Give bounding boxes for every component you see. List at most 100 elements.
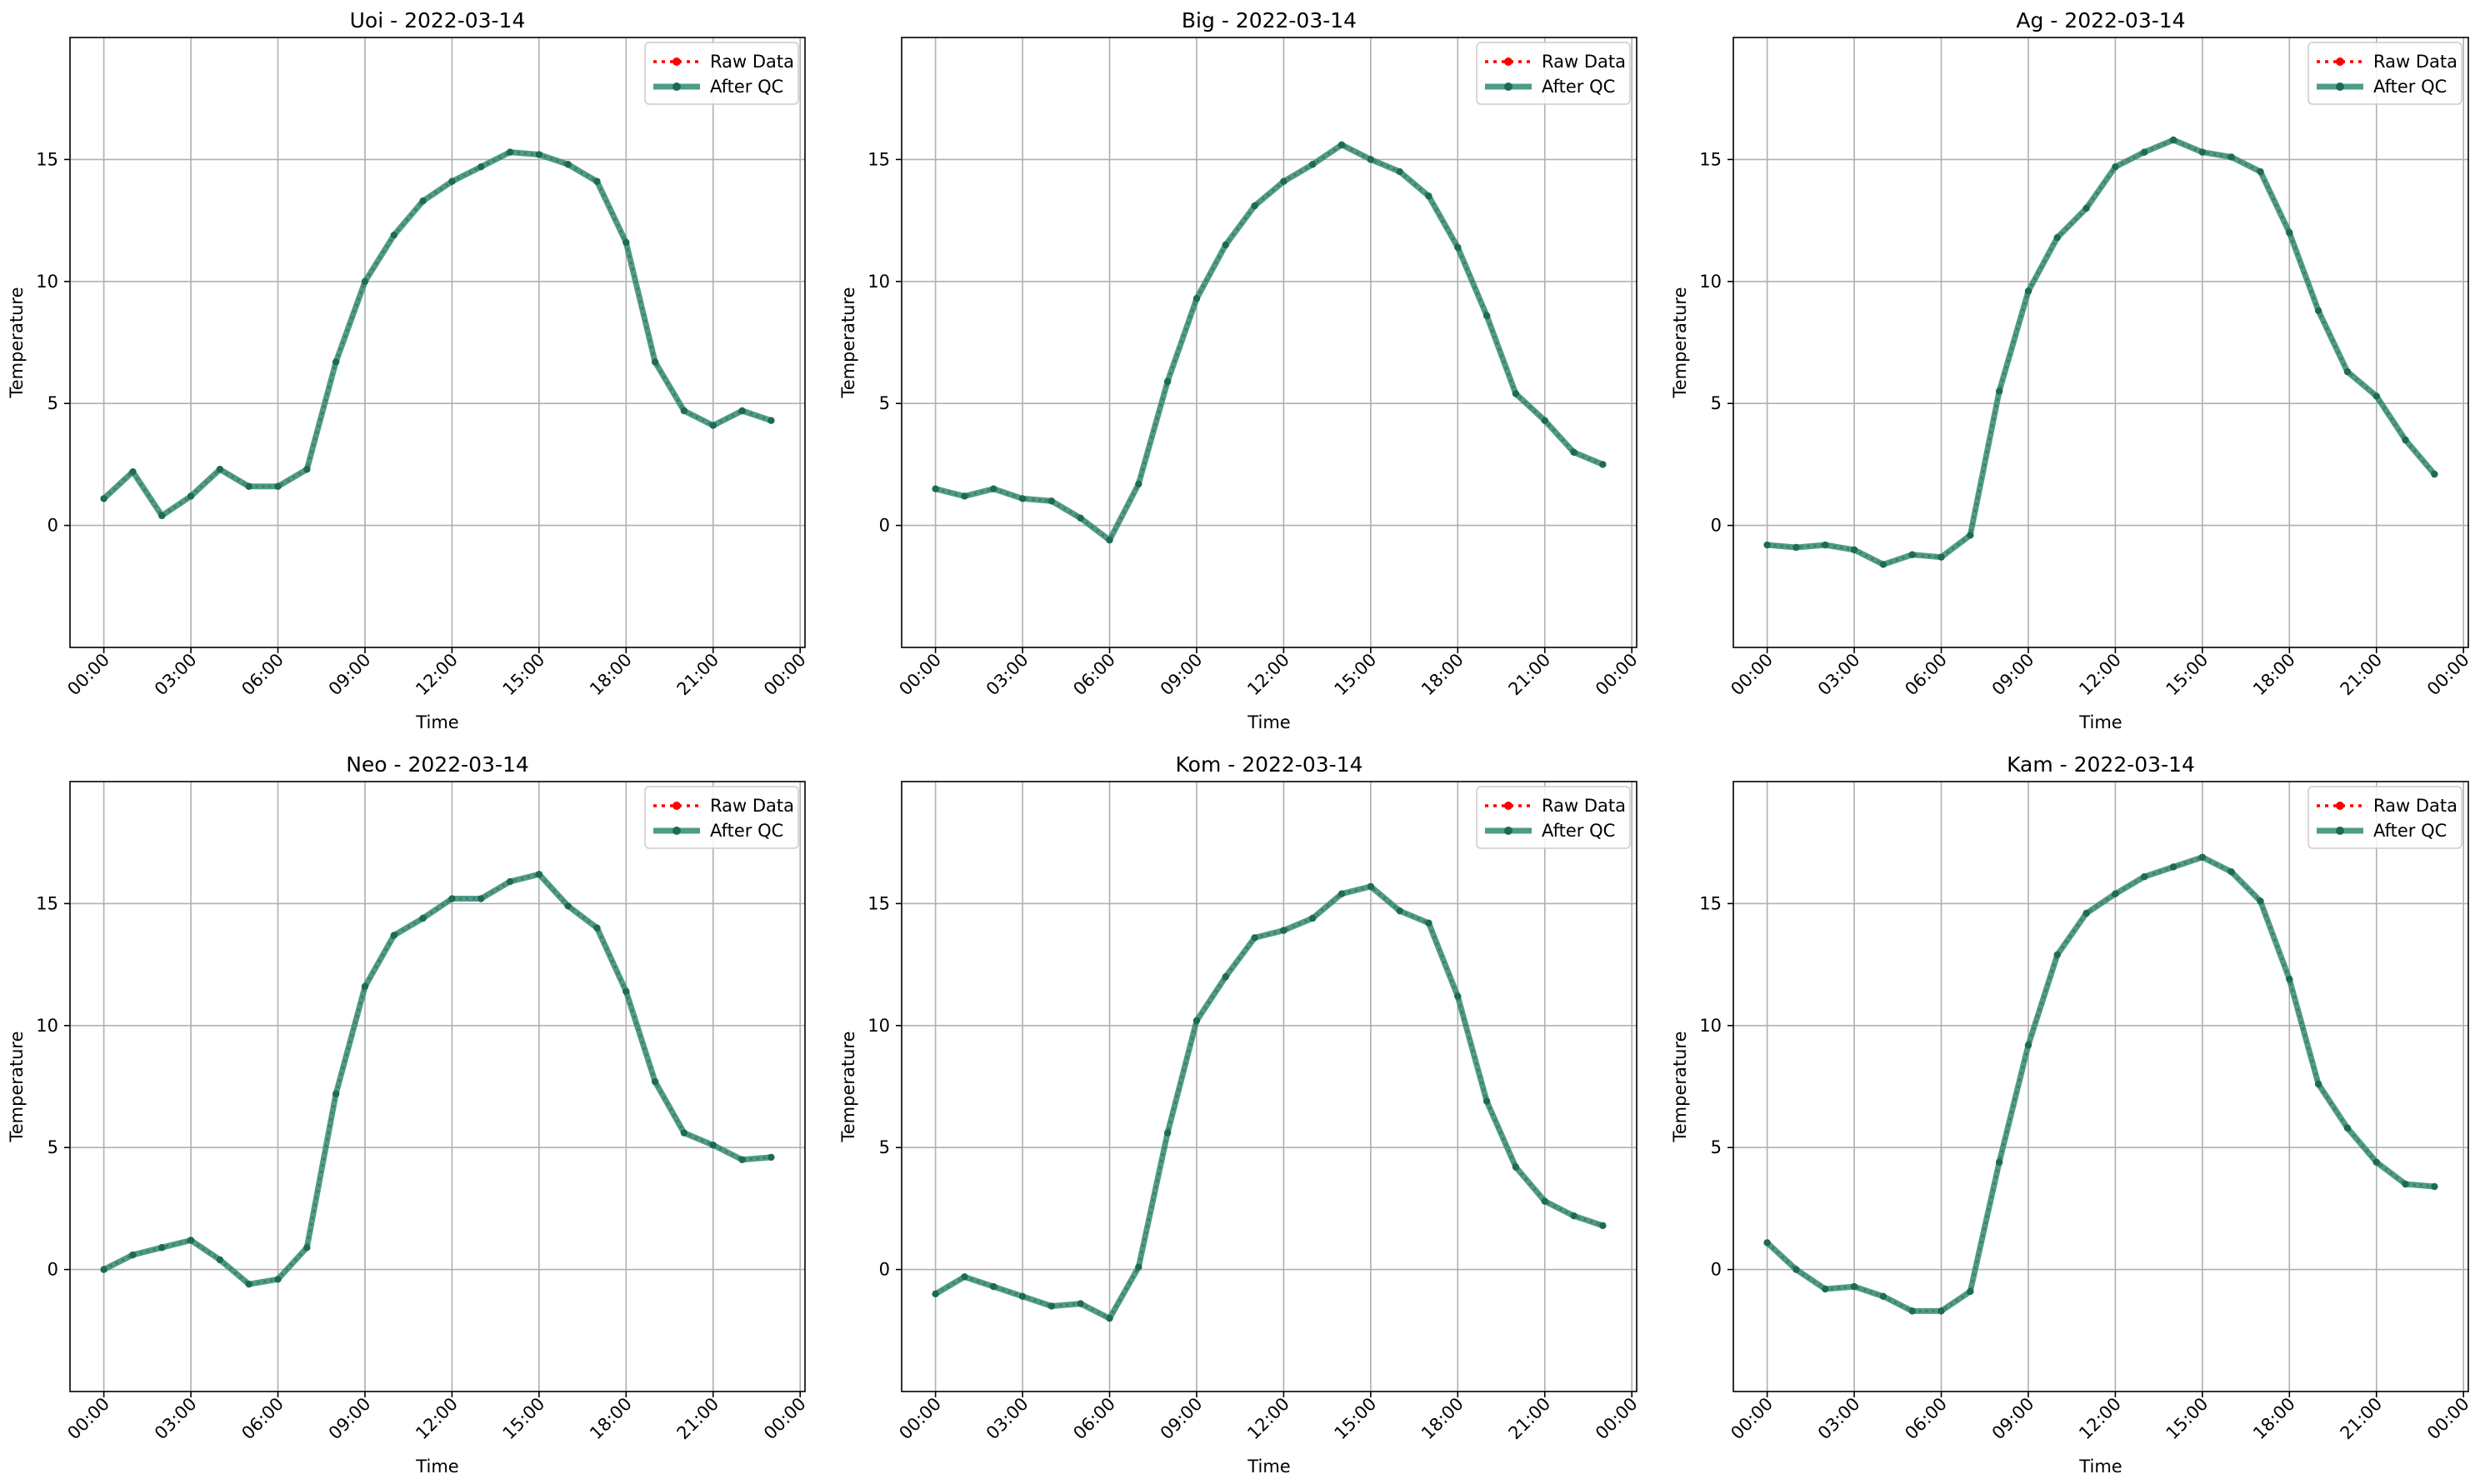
y-tick-label: 10 (36, 272, 58, 292)
legend-marker-raw-data (2336, 57, 2344, 66)
data-point-after-qc (1163, 1129, 1172, 1137)
subplot-title: Neo - 2022-03-14 (346, 752, 529, 777)
y-tick-label: 15 (868, 893, 890, 913)
data-point-after-qc (245, 482, 252, 490)
data-point-after-qc (961, 492, 968, 500)
data-point-after-qc (1822, 541, 1829, 549)
data-point-after-qc (216, 1256, 224, 1264)
data-point-after-qc (1763, 541, 1771, 549)
subplot-title: Big - 2022-03-14 (1182, 8, 1357, 32)
data-point-after-qc (2053, 951, 2061, 959)
y-axis-label: Temperature (1670, 287, 1690, 398)
data-point-after-qc (1454, 243, 1462, 252)
x-tick-label: 00:00 (760, 650, 810, 700)
y-tick-label: 10 (36, 1016, 58, 1036)
data-point-after-qc (1251, 934, 1258, 942)
y-tick-label: 5 (1711, 1137, 1722, 1157)
data-point-after-qc (535, 151, 543, 158)
x-tick-label: 06:00 (1069, 650, 1119, 700)
y-tick-label: 5 (1711, 393, 1722, 413)
legend-label-after-qc: After QC (710, 77, 783, 97)
x-tick-label: 12:00 (2075, 1394, 2125, 1444)
plot-frame (901, 37, 1638, 648)
data-point-after-qc (332, 1090, 340, 1097)
data-point-after-qc (1512, 1163, 1520, 1171)
data-point-after-qc (990, 485, 998, 492)
data-point-after-qc (1135, 480, 1142, 488)
x-tick-label: 21:00 (673, 650, 723, 700)
y-tick-label: 5 (48, 393, 58, 413)
data-point-after-qc (932, 1290, 939, 1298)
data-point-after-qc (738, 1156, 746, 1164)
subplot-6: 0 5 10 15 00:00 03:00 06:00 09:00 12:00 15:00 18:0… (1670, 752, 2473, 1477)
data-point-after-qc (2024, 1042, 2032, 1049)
x-tick-label: 18:00 (2249, 650, 2299, 700)
data-point-after-qc (2343, 367, 2352, 376)
data-point-after-qc (2431, 470, 2438, 478)
data-point-after-qc (2024, 287, 2032, 295)
x-axis-label: Time (1247, 1457, 1290, 1477)
data-point-after-qc (1106, 1314, 1113, 1322)
data-point-after-qc (1512, 390, 1520, 397)
series-line-raw-data (1767, 138, 2436, 567)
data-point-after-qc (709, 422, 717, 429)
data-point-after-qc (274, 482, 282, 490)
data-point-after-qc (535, 871, 543, 878)
y-axis-label: Temperature (838, 287, 858, 398)
x-tick-label: 21:00 (2337, 650, 2387, 700)
x-tick-label: 09:00 (325, 650, 375, 700)
x-tick-label: 15:00 (1331, 650, 1381, 700)
x-tick-label: 00:00 (63, 650, 113, 700)
data-point-after-qc (1482, 312, 1491, 319)
series-line-after-qc (1767, 137, 2438, 567)
y-tick-label: 10 (868, 1016, 890, 1036)
data-point-after-qc (593, 924, 601, 932)
series-line-raw-data (102, 151, 772, 517)
x-axis-label: Time (1247, 712, 1290, 732)
x-tick-label: 18:00 (586, 650, 636, 700)
data-point-after-qc (1995, 387, 2003, 395)
y-tick-label: 0 (879, 1260, 890, 1280)
data-point-after-qc (1048, 497, 1056, 505)
x-tick-label: 00:00 (1727, 650, 1777, 700)
x-tick-label: 00:00 (2423, 650, 2473, 700)
legend-label-after-qc: After QC (1542, 821, 1615, 841)
y-tick-label: 5 (48, 1137, 58, 1157)
legend-label-after-qc: After QC (2373, 77, 2447, 97)
data-point-after-qc (419, 914, 427, 922)
data-point-after-qc (2314, 1080, 2322, 1088)
y-axis-label: Temperature (7, 1031, 27, 1142)
series-line-raw-data (102, 872, 772, 1286)
legend: Raw Data After QC (1476, 786, 1631, 849)
data-point-after-qc (1163, 377, 1172, 386)
y-tick-label: 0 (1711, 1260, 1722, 1280)
data-point-after-qc (709, 1142, 717, 1149)
y-axis-label: Temperature (1670, 1031, 1690, 1142)
legend-label-raw-data: Raw Data (1542, 796, 1626, 816)
series-line-after-qc (933, 883, 1604, 1322)
subplot-3: 0 5 10 15 00:00 03:00 06:00 09:00 12:00 15:00 18:0… (1670, 8, 2473, 732)
data-point-after-qc (1222, 973, 1229, 981)
y-tick-label: 15 (868, 149, 890, 169)
legend-label-raw-data: Raw Data (2373, 796, 2458, 816)
data-point-after-qc (1967, 532, 1974, 539)
series-line-after-qc (934, 142, 1604, 543)
data-point-after-qc (2198, 853, 2207, 861)
data-point-after-qc (129, 1251, 137, 1259)
data-point-after-qc (361, 277, 369, 285)
x-tick-label: 03:00 (151, 650, 201, 700)
data-point-after-qc (1367, 882, 1375, 891)
data-point-after-qc (1192, 295, 1201, 302)
x-axis-label: Time (415, 1457, 458, 1477)
data-point-after-qc (2082, 204, 2090, 212)
data-point-after-qc (1482, 1097, 1491, 1105)
data-point-after-qc (1792, 543, 1800, 552)
legend-marker-raw-data (672, 57, 681, 66)
data-point-after-qc (2082, 909, 2090, 917)
data-point-after-qc (1967, 1287, 1974, 1296)
data-point-after-qc (2431, 1182, 2438, 1191)
data-point-after-qc (1938, 553, 1945, 561)
data-point-after-qc (2198, 148, 2207, 156)
data-point-after-qc (1396, 907, 1403, 915)
x-tick-label: 03:00 (982, 650, 1032, 700)
